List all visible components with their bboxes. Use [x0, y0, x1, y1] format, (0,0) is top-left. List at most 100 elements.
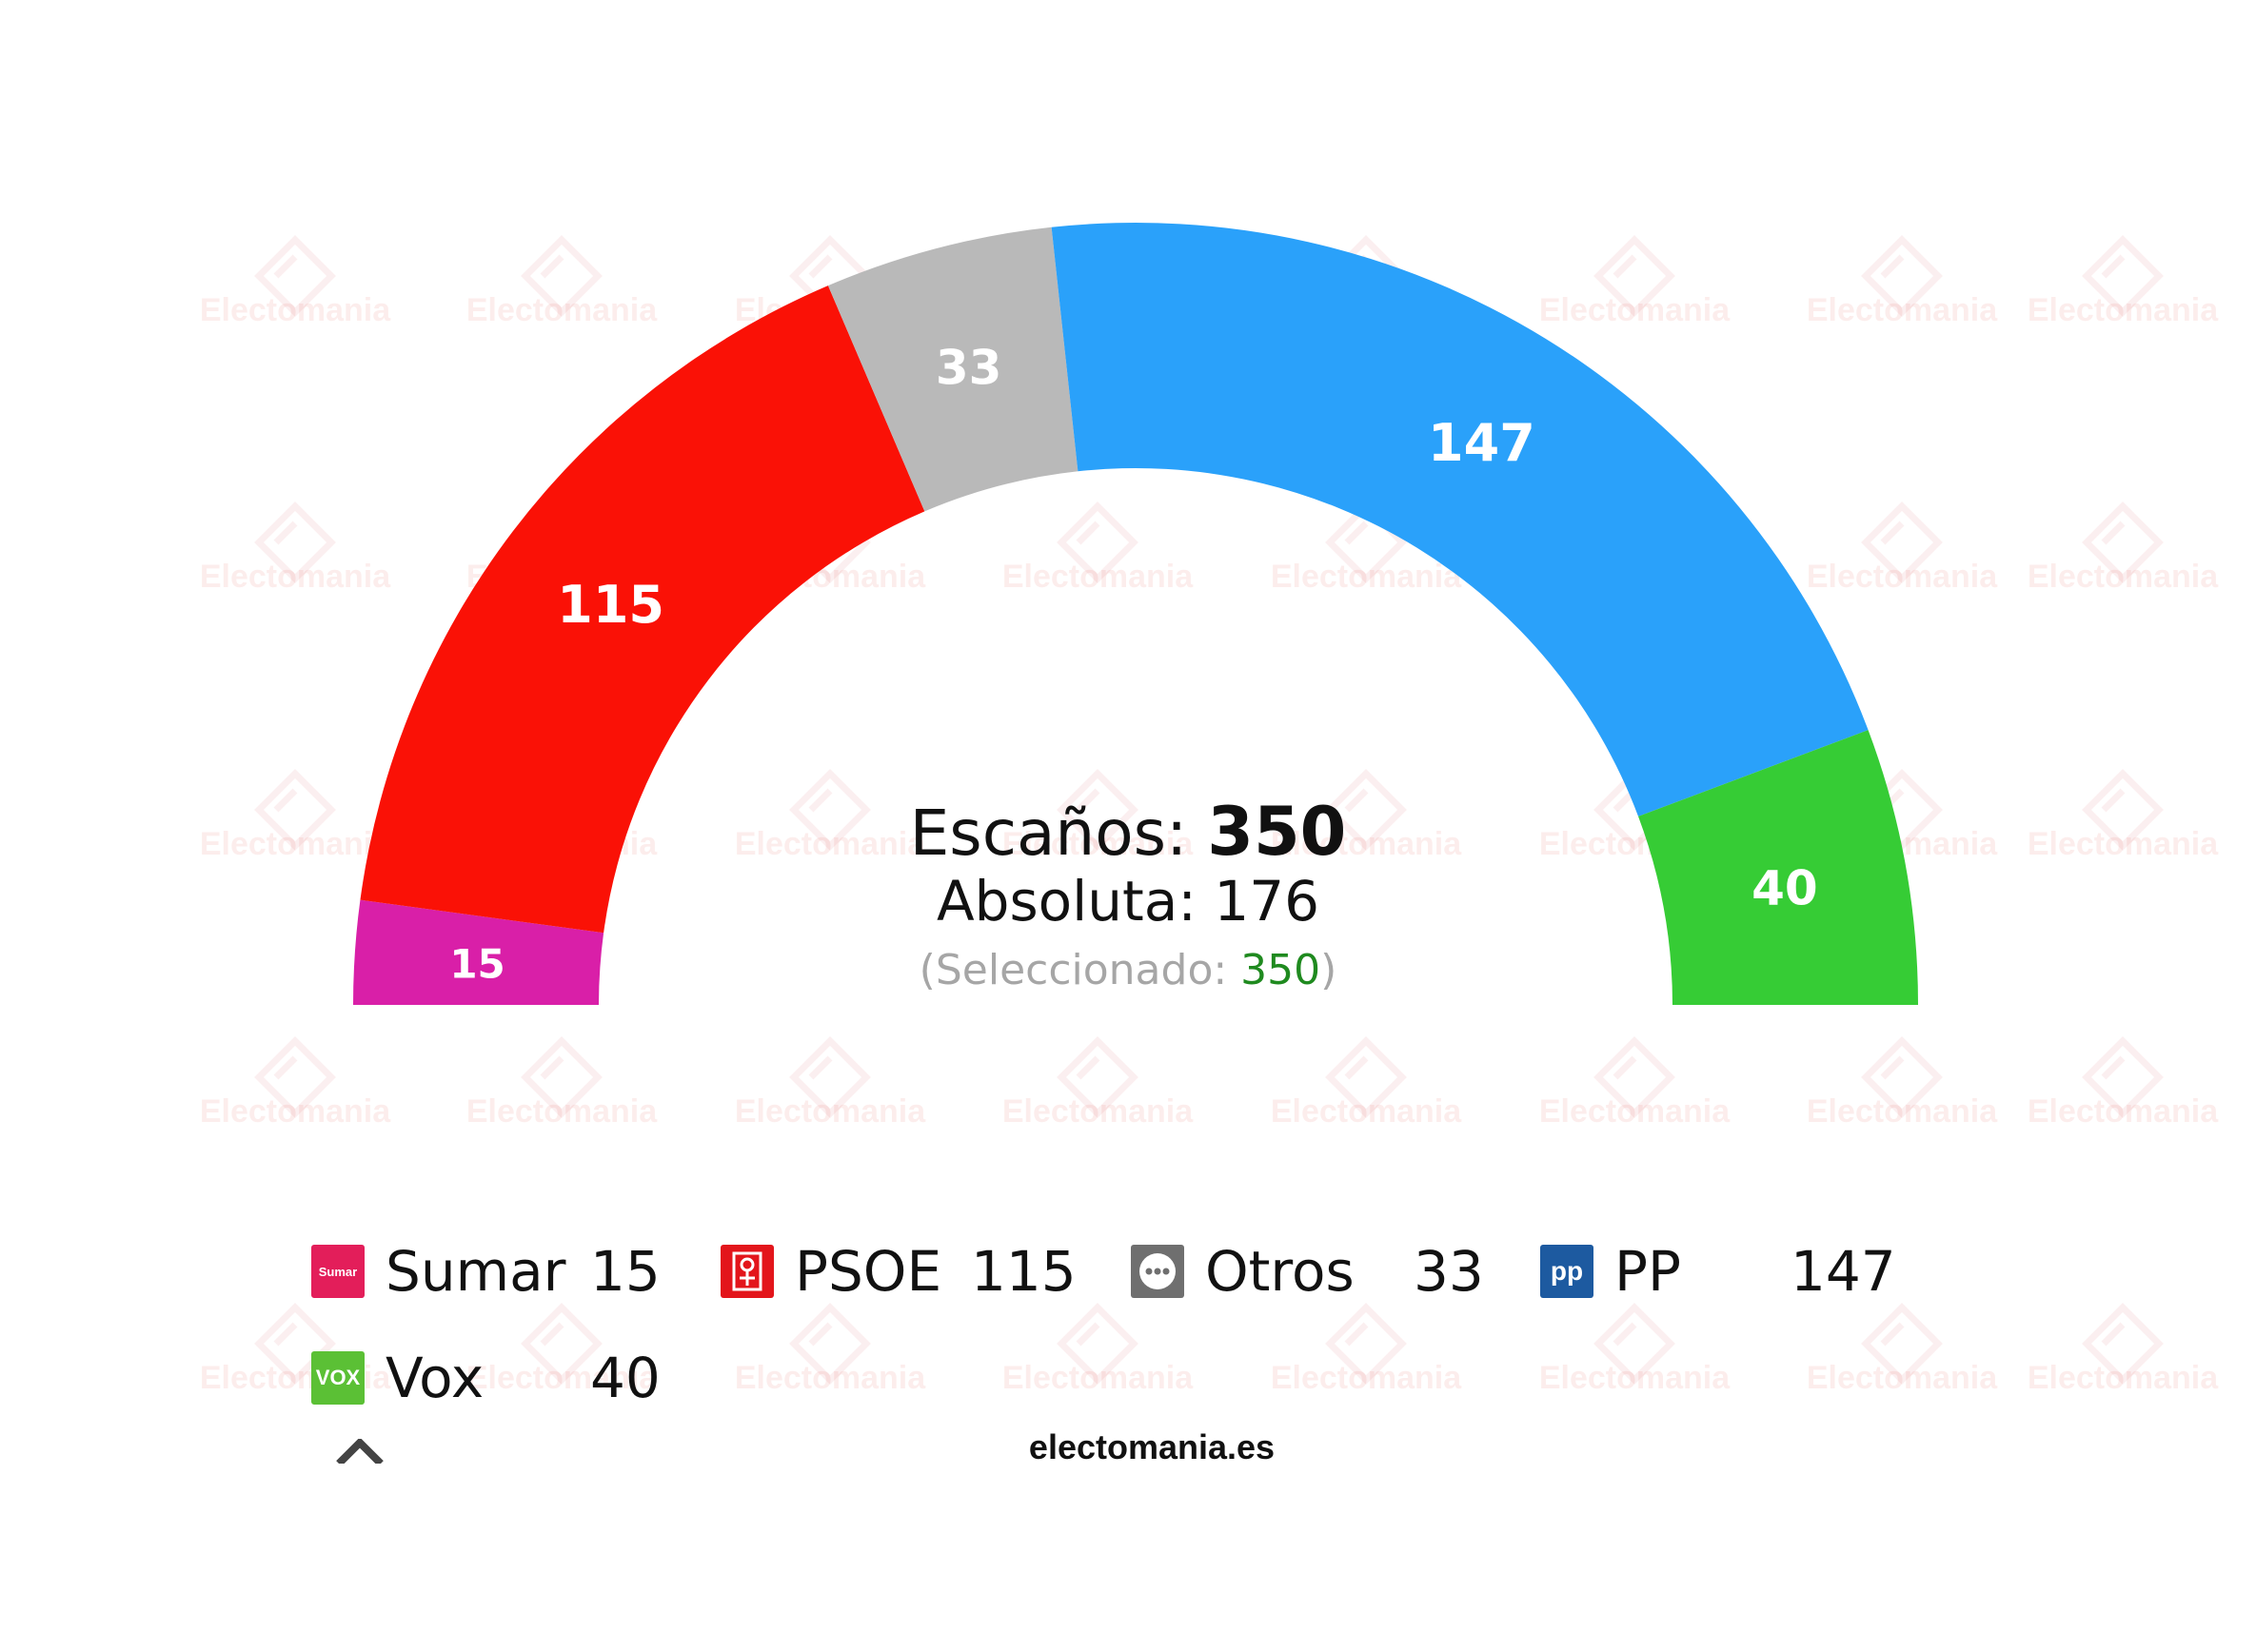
legend-value-pp: 147 — [1791, 1239, 1896, 1304]
watermark-text: Electomania — [466, 292, 658, 328]
watermark-logo-icon — [1861, 1303, 1943, 1385]
watermark-logo-icon — [254, 1303, 336, 1385]
watermark-text: Electomania — [466, 1093, 658, 1130]
seat-segment-vox[interactable] — [1638, 730, 1918, 1005]
majority-label: Absoluta: — [936, 869, 1197, 934]
watermark-logo-icon — [1057, 502, 1138, 583]
watermark-logo-icon — [254, 235, 336, 317]
seat-labels: 15 115 33 147 40 — [449, 341, 1817, 988]
watermark-text: Electomania — [1002, 1093, 1194, 1130]
watermark-text: Electomania — [1807, 559, 1998, 595]
majority-value: 176 — [1214, 869, 1320, 934]
watermark-text: Electomania — [1807, 1360, 1998, 1396]
legend-name-otros: Otros — [1205, 1239, 1355, 1304]
watermark-logo-icon — [254, 1036, 336, 1118]
watermark-text: Electomania — [1539, 1093, 1731, 1130]
legend-name-vox: Vox — [386, 1346, 485, 1410]
watermark-logo-icon — [1861, 1036, 1943, 1118]
watermark-logo-icon — [789, 1036, 871, 1118]
seat-label-sumar: 15 — [449, 940, 505, 987]
legend-item-pp[interactable]: pp PP 147 — [1540, 1233, 1940, 1309]
watermark-logo-icon — [1593, 1036, 1675, 1118]
watermark-text: Electomania — [1807, 292, 1998, 328]
watermark-text: Electomania — [1271, 559, 1462, 595]
seat-label-otros: 33 — [936, 341, 1002, 396]
total-seats-label: Escaños: — [909, 796, 1188, 870]
watermark-text: Electomania — [1271, 826, 1462, 862]
seat-label-psoe: 115 — [557, 575, 664, 635]
legend-name-psoe: PSOE — [795, 1239, 942, 1304]
watermark-logo-icon — [1861, 502, 1943, 583]
seat-segment-pp[interactable] — [1051, 223, 1869, 816]
watermark-logo-icon — [1057, 769, 1138, 851]
selected-close: ) — [1320, 946, 1337, 994]
sumar-logo-icon: Sumar — [311, 1245, 365, 1298]
watermark-text: Electomania — [735, 1360, 926, 1396]
legend-item-vox[interactable]: VOX Vox 40 — [311, 1340, 711, 1416]
watermark-logo-icon — [1593, 1303, 1675, 1385]
watermark-text: Electomania — [1271, 1093, 1462, 1130]
watermark-text: Electomania — [1002, 826, 1194, 862]
watermark-logo-icon — [1593, 235, 1675, 317]
seat-label-pp: 147 — [1428, 413, 1535, 473]
total-seats-value: 350 — [1207, 793, 1347, 871]
watermark-logo-icon — [1325, 502, 1407, 583]
watermark-logo-icon — [1325, 769, 1407, 851]
watermark-text: Electomania — [1807, 1093, 1998, 1130]
watermark-text: Electomania — [735, 1093, 926, 1130]
selected-line: (Seleccionado: 350) — [0, 942, 2256, 999]
watermark-text: Electomania — [2028, 559, 2219, 595]
watermark-text: Electomania — [2028, 1360, 2219, 1396]
watermark-text: Electomania — [1539, 1360, 1731, 1396]
watermark-text: Electomania — [1271, 1360, 1462, 1396]
watermark-text: Electomania — [200, 1093, 391, 1130]
footer-site: electomania.es — [1028, 1427, 1276, 1466]
watermark-logo-icon — [254, 502, 336, 583]
legend-item-sumar[interactable]: Sumar Sumar 15 — [311, 1233, 711, 1309]
watermark-logo-icon — [789, 1303, 871, 1385]
legend-value-vox: 40 — [590, 1346, 661, 1410]
electomania-logo-icon — [336, 1439, 384, 1464]
legend-value-psoe: 115 — [971, 1239, 1077, 1304]
seat-label-vox: 40 — [1751, 860, 1818, 915]
watermark-logo-icon — [1057, 1036, 1138, 1118]
watermark-text: Electomania — [200, 826, 391, 862]
watermark-text: Electomania — [2028, 292, 2219, 328]
watermark-logo-icon — [2082, 235, 2164, 317]
watermark-logo-icon — [1057, 1303, 1138, 1385]
watermark-logo-icon — [2082, 1303, 2164, 1385]
total-seats-line: Escaños: 350 — [0, 794, 2256, 872]
watermark-logo-icon — [521, 1036, 603, 1118]
watermark-logo-icon — [1861, 235, 1943, 317]
watermark-logo-icon — [789, 769, 871, 851]
seat-segments — [353, 223, 1918, 1005]
legend-value-otros: 33 — [1414, 1239, 1484, 1304]
seat-segment-otros[interactable] — [827, 226, 1079, 512]
seat-segment-sumar[interactable] — [353, 899, 604, 1005]
selected-value: 350 — [1240, 946, 1321, 994]
watermark-logo-icon — [2082, 502, 2164, 583]
watermark-text: Electomania — [1002, 559, 1194, 595]
legend-item-psoe[interactable]: PSOE 115 — [721, 1233, 1120, 1309]
watermark-logo-icon — [1325, 1036, 1407, 1118]
watermark-text: Electomania — [200, 559, 391, 595]
watermark-text: Electomania — [200, 292, 391, 328]
watermark-text: Electomania — [1002, 1360, 1194, 1396]
watermark-logo-icon — [254, 769, 336, 851]
selected-label: (Seleccionado: — [919, 946, 1241, 994]
legend-value-sumar: 15 — [590, 1239, 661, 1304]
watermark-logo-icon — [2082, 1036, 2164, 1118]
watermark-text: Electomania — [2028, 1093, 2219, 1130]
legend-item-otros[interactable]: Otros 33 — [1131, 1233, 1531, 1309]
legend-name-sumar: Sumar — [386, 1239, 566, 1304]
watermark-text: Electomania — [466, 1360, 658, 1396]
watermark-text: Electomania — [2028, 826, 2219, 862]
majority-line: Absoluta: 176 — [0, 868, 2256, 934]
vox-logo-icon: VOX — [311, 1351, 365, 1405]
psoe-logo-icon — [721, 1245, 774, 1298]
seat-segment-psoe[interactable] — [360, 285, 925, 934]
watermark-text: Electomania — [735, 826, 926, 862]
legend-name-pp: PP — [1614, 1239, 1681, 1304]
watermark-text: Electomania — [1539, 292, 1731, 328]
